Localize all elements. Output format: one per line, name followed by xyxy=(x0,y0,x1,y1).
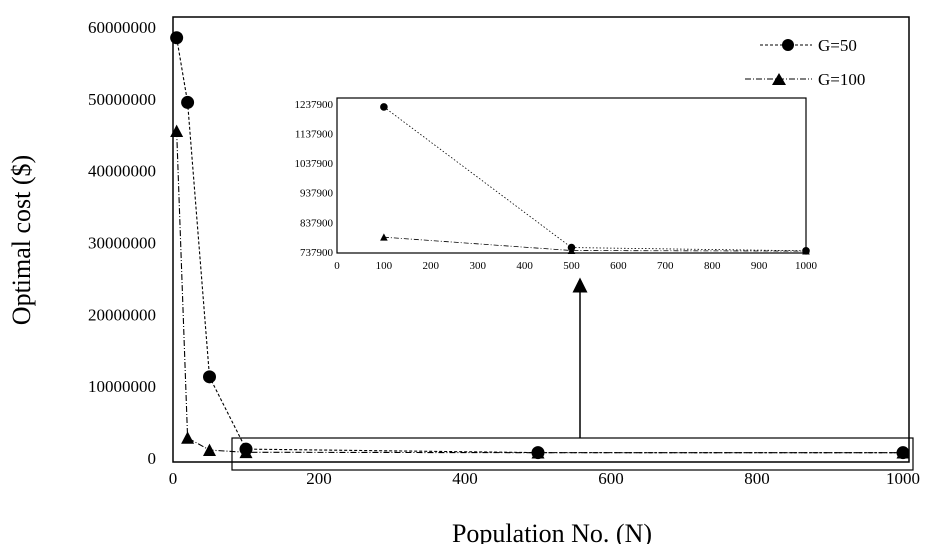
main-y-tick-label: 40000000 xyxy=(88,162,156,181)
main-point-triangle xyxy=(896,446,910,459)
main-plot-frame xyxy=(172,16,910,463)
inset-y-tick-label: 837900 xyxy=(300,217,334,229)
main-x-tick-label: 1000 xyxy=(886,469,920,488)
inset-point-triangle xyxy=(802,247,810,255)
inset-y-tick-label: 737900 xyxy=(300,247,334,259)
inset-x-tick-label: 500 xyxy=(563,260,580,272)
legend-item-g50: G=50 xyxy=(760,36,857,55)
main-y-tick-label: 10000000 xyxy=(88,377,156,396)
main-y-tick-label: 0 xyxy=(148,449,157,468)
inset-point-triangle xyxy=(380,233,388,241)
inset-series-line-g100 xyxy=(383,236,807,252)
inset-y-tick-label: 1037900 xyxy=(295,158,334,170)
inset-point-triangle xyxy=(567,246,576,254)
main-y-tick-label: 30000000 xyxy=(88,233,156,252)
main-series-line-g100 xyxy=(176,131,903,454)
main-y-tick-label: 50000000 xyxy=(88,90,156,109)
inset-x-tick-label: 0 xyxy=(334,260,340,272)
main-point-circle xyxy=(203,370,216,384)
main-series-line-g50 xyxy=(176,37,904,454)
y-axis-title: Optimal cost ($) xyxy=(7,155,36,325)
main-point-circle xyxy=(170,31,184,45)
main-point-triangle xyxy=(203,443,216,456)
inset-x-tick-label: 1000 xyxy=(795,260,818,272)
legend-label-g50: G=50 xyxy=(818,36,857,55)
main-x-tick-label: 600 xyxy=(598,469,624,488)
main-point-triangle xyxy=(170,124,184,138)
inset-x-tick-label: 700 xyxy=(657,260,674,272)
legend-marker-circle xyxy=(782,39,794,51)
inset-x-tick-label: 200 xyxy=(423,260,440,272)
inset-x-tick-label: 600 xyxy=(610,260,627,272)
main-x-tick-label: 0 xyxy=(169,469,178,488)
main-point-triangle xyxy=(239,445,253,459)
x-axis-title: Population No. (N) xyxy=(452,519,652,544)
inset-x-tick-label: 400 xyxy=(516,260,533,272)
inset-y-tick-label: 937900 xyxy=(300,188,334,200)
inset-background xyxy=(337,98,806,254)
legend-item-g100: G=100 xyxy=(745,70,865,89)
legend: G=50 G=100 xyxy=(745,36,865,89)
main-x-tick-label: 400 xyxy=(452,469,478,488)
inset-x-tick-label: 100 xyxy=(376,260,393,272)
legend-label-g100: G=100 xyxy=(818,70,865,89)
inset-y-tick-label: 1137900 xyxy=(295,128,334,140)
main-y-tick-label: 20000000 xyxy=(88,305,156,324)
main-point-triangle xyxy=(531,446,545,459)
inset-series-line-g50 xyxy=(383,106,807,252)
zoom-region-box xyxy=(231,437,914,471)
inset-x-tick-label: 900 xyxy=(751,260,768,272)
main-x-tick-label: 800 xyxy=(744,469,770,488)
main-x-tick-label: 200 xyxy=(306,469,332,488)
inset-y-tick-label: 1237900 xyxy=(295,99,334,111)
main-point-circle xyxy=(181,95,195,109)
main-point-triangle xyxy=(181,431,195,444)
inset-point-circle xyxy=(380,103,388,111)
inset-x-tick-label: 800 xyxy=(704,260,721,272)
main-y-tick-label: 60000000 xyxy=(88,18,156,37)
legend-marker-triangle xyxy=(772,73,786,85)
inset-x-tick-label: 300 xyxy=(469,260,486,272)
